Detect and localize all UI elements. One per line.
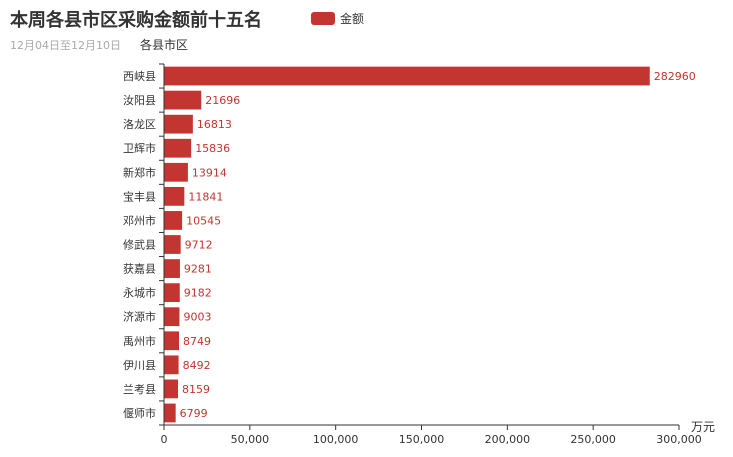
category-label-2: 汝阳县 [123,93,156,107]
bar-10[interactable] [164,283,180,303]
value-label-5: 13914 [192,166,227,179]
y-category-labels-group: 西峡县汝阳县洛龙区卫辉市新郑市宝丰县邓州市修武县获嘉县永城市济源市禹州市伊川县兰… [123,69,156,420]
category-label-14: 兰考县 [123,383,156,396]
bar-14[interactable] [164,379,179,399]
bar-3[interactable] [164,114,193,134]
bar-9[interactable] [164,259,180,278]
category-label-1: 西峡县 [123,69,156,83]
bar-8[interactable] [164,235,181,254]
value-label-7: 10545 [186,214,221,227]
legend-label: 金额 [340,12,365,26]
x-tick-label-0: 0 [161,433,168,446]
bar-6[interactable] [164,186,185,206]
x-tick-label-6: 300,000 [656,433,702,446]
value-label-11: 9003 [183,311,211,324]
category-label-7: 邓州市 [123,213,156,227]
bar-15[interactable] [164,403,176,423]
chart-title: 本周各县市区采购金额前十五名 [10,10,262,31]
value-label-4: 15836 [195,142,230,155]
bar-13[interactable] [164,355,179,375]
bars-group [164,66,650,423]
bar-4[interactable] [164,138,192,158]
chart-subtitle: 12月04日至12月10日 [10,39,121,52]
category-label-9: 获嘉县 [123,262,156,276]
category-label-13: 伊川县 [123,359,156,372]
bar-2[interactable] [164,90,202,110]
bar-11[interactable] [164,307,180,327]
bar-1[interactable] [164,66,650,86]
x-tick-label-1: 50,000 [231,433,270,446]
category-label-10: 永城市 [123,286,156,300]
value-label-12: 8749 [183,335,211,348]
value-label-3: 16813 [197,118,232,131]
value-label-1: 282960 [654,70,696,83]
category-label-12: 禹州市 [123,334,156,348]
x-tick-label-2: 100,000 [313,433,359,446]
value-label-10: 9182 [184,287,212,300]
legend[interactable]: 金额 [311,10,364,27]
x-tick-label-4: 200,000 [485,433,531,446]
category-label-4: 卫辉市 [123,141,156,155]
bar-5[interactable] [164,162,188,182]
value-label-15: 6799 [180,407,208,420]
value-label-9: 9281 [184,263,212,276]
category-label-8: 修武县 [123,238,156,252]
x-tick-label-3: 150,000 [399,433,445,446]
value-label-2: 21696 [205,94,240,107]
bar-7[interactable] [164,211,183,230]
x-tick-label-5: 250,000 [570,433,616,446]
value-label-8: 9712 [185,239,213,252]
y-axis [159,63,165,426]
bar-12[interactable] [164,331,180,351]
value-label-14: 8159 [182,383,210,396]
x-axis-title: 万元 [691,420,715,434]
value-labels-group: 282960 21696 16813 15836 13914 11841 10545 9712… [180,70,696,420]
category-label-11: 济源市 [123,310,156,324]
x-axis: 0 50,000 100,000 150,000 200,000 250,000 300,0… [161,424,702,446]
category-label-5: 新郑市 [123,165,156,179]
value-label-6: 11841 [188,190,223,203]
category-label-6: 宝丰县 [123,189,156,203]
legend-swatch [311,12,335,25]
category-label-15: 偃师市 [123,406,156,420]
y-axis-title: 各县市区 [140,37,188,52]
category-label-3: 洛龙区 [123,117,156,131]
value-label-13: 8492 [183,359,211,372]
